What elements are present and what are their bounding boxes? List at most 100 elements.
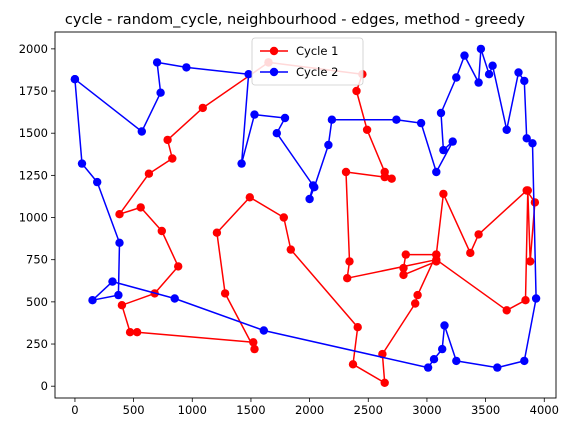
data-point [352, 86, 361, 96]
data-point [488, 61, 497, 70]
data-point [115, 238, 124, 247]
data-point [522, 134, 531, 143]
data-point [520, 356, 529, 366]
y-tick-label: 250 [26, 337, 48, 351]
legend-box [251, 37, 364, 86]
legend: Cycle 1 Cycle 2 [251, 37, 364, 86]
data-point [70, 75, 80, 84]
data-point [432, 167, 441, 177]
data-point [440, 321, 449, 330]
data-point [152, 58, 162, 67]
data-point [452, 73, 461, 82]
y-tick-label: 0 [41, 379, 48, 393]
data-point [399, 263, 408, 273]
data-point [521, 296, 530, 305]
data-point [474, 230, 483, 239]
x-tick-label: 500 [123, 403, 145, 417]
data-point [163, 135, 172, 145]
plot-area [70, 44, 541, 387]
data-point [279, 213, 288, 222]
x-tick-label: 4000 [530, 403, 559, 417]
data-point [362, 125, 372, 134]
data-point [308, 181, 318, 190]
data-point [144, 169, 154, 178]
x-tick-label: 0 [71, 403, 78, 417]
data-point [237, 159, 246, 168]
data-point [157, 226, 166, 236]
legend-marker [269, 46, 279, 56]
data-point [411, 299, 420, 308]
y-tick-label: 1250 [19, 168, 48, 182]
axes-frame [54, 31, 557, 399]
data-point [327, 115, 337, 124]
data-point [198, 103, 207, 113]
data-point [343, 274, 352, 283]
x-tick-label: 2500 [354, 403, 383, 417]
data-point [348, 360, 358, 369]
data-point [136, 203, 145, 212]
data-point [438, 344, 447, 354]
data-point [117, 301, 127, 310]
data-point [280, 113, 290, 123]
data-point [466, 248, 475, 258]
data-point [88, 296, 97, 305]
data-point [520, 76, 529, 86]
data-point [353, 323, 362, 332]
data-point [432, 255, 441, 264]
data-point [423, 363, 433, 372]
legend-label: Cycle 1 [296, 44, 338, 58]
data-point [476, 44, 486, 54]
data-point [341, 167, 351, 177]
data-point [259, 326, 268, 335]
series-1 [115, 58, 540, 387]
data-point [526, 257, 535, 266]
data-point [399, 270, 408, 280]
series-line [118, 61, 536, 384]
data-point [305, 194, 314, 204]
legend-marker [269, 67, 279, 77]
data-point [324, 140, 333, 150]
data-point [93, 177, 102, 187]
data-point [77, 159, 87, 168]
data-point [114, 290, 123, 300]
data-point [439, 189, 448, 199]
data-point [108, 277, 117, 286]
data-point [345, 257, 354, 266]
data-point [245, 193, 254, 202]
data-point [272, 129, 281, 138]
data-point [502, 306, 511, 315]
legend-item: Cycle 1 [260, 44, 338, 58]
data-point [528, 139, 537, 148]
data-point [502, 125, 511, 134]
series-2 [70, 44, 541, 372]
data-point [448, 137, 457, 146]
data-point [493, 363, 502, 372]
data-point [182, 63, 191, 72]
data-point [474, 78, 483, 87]
axis-ticks: 0 500 1000 1500 2000 2500 3000 3500 4000 0 250 500 7… [19, 42, 559, 417]
x-tick-label: 3000 [412, 403, 441, 417]
data-point [484, 70, 494, 79]
data-point [429, 355, 439, 364]
data-point [125, 328, 135, 337]
data-point [212, 228, 222, 237]
x-tick-label: 1500 [236, 403, 265, 417]
data-point [137, 127, 146, 136]
y-tick-label: 500 [26, 295, 48, 309]
y-tick-label: 1500 [19, 126, 48, 140]
data-point [452, 356, 461, 366]
data-point [250, 344, 259, 354]
data-point [156, 88, 165, 97]
legend-label: Cycle 2 [296, 65, 338, 79]
data-point [439, 145, 448, 155]
data-point [380, 167, 389, 177]
y-tick-label: 750 [26, 253, 48, 267]
data-point [531, 294, 541, 303]
data-point [436, 108, 446, 118]
data-point [380, 378, 389, 387]
data-point [387, 174, 396, 183]
data-point [132, 328, 142, 337]
data-point [168, 154, 177, 163]
data-point [514, 68, 523, 77]
data-point [401, 250, 410, 259]
